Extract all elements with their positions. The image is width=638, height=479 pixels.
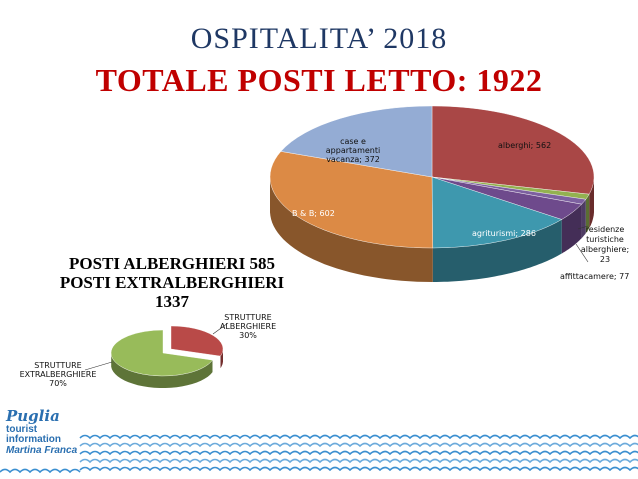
- hotel-beds-summary: POSTI ALBERGHIERI 585: [69, 254, 275, 273]
- slice-label-affittacamere: affittacamere; 77: [560, 272, 629, 281]
- logo-line-information: information: [6, 434, 61, 445]
- pie2-slice-slice-1: [110, 329, 213, 377]
- slice-label-agriturismi: agriturismi; 286: [472, 229, 536, 238]
- pie1-side-slice-0: [589, 178, 594, 229]
- wave-decoration: [0, 434, 638, 474]
- non-hotel-beds-value: 1337: [155, 292, 189, 311]
- pie1-side-slice-4: [432, 219, 562, 282]
- logo-line-tourist: tourist: [6, 424, 38, 435]
- wave-line: [79, 466, 638, 472]
- pie1-slice-slice-0: [431, 105, 595, 195]
- non-hotel-beds-label: POSTI EXTRALBERGHIERI: [59, 273, 285, 292]
- pie1-side-slice-1: [585, 194, 590, 234]
- wave-line: [79, 450, 638, 456]
- wave-line: [79, 458, 638, 464]
- puglia-logo-text: Puglia: [6, 407, 60, 425]
- leader-line-extralberghiere: [84, 361, 113, 371]
- pie1-slice-slice-5: [269, 151, 434, 249]
- wave-line: [0, 468, 81, 474]
- logo-line-town: Martina Franca: [6, 445, 78, 456]
- wave-line: [79, 442, 638, 448]
- leader-line-residenze: [577, 225, 589, 230]
- structures-pie-chart: [110, 325, 224, 388]
- slice-label-alberghi: alberghi; 562: [498, 141, 551, 150]
- page-title: OSPITALITA’ 2018: [190, 22, 448, 55]
- slice-label-alberghiere: STRUTTURE ALBERGHIERE 30%: [220, 313, 276, 340]
- slice-label-case: case e appartamenti vacanza; 372: [326, 137, 380, 164]
- pie1-side-slice-2: [581, 199, 586, 239]
- leader-line-alberghiere: [212, 322, 229, 335]
- total-beds-subtitle: TOTALE POSTI LETTO: 1922: [95, 62, 543, 98]
- slice-label-bb: B & B; 602: [292, 209, 335, 218]
- pie2-side-slice-0: [220, 349, 223, 369]
- slice-label-residenze: residenze turistiche alberghiere; 23: [581, 225, 629, 264]
- puglia-tourist-logo: Puglia tourist information Martina Franc…: [6, 407, 77, 456]
- accommodation-pie-chart: [269, 105, 595, 282]
- pie1-slice-slice-6: [280, 105, 433, 178]
- leader-line-affittacamere: [575, 243, 589, 263]
- pie2-slice-slice-0: [170, 325, 224, 357]
- structures-pie-labels: STRUTTURE ALBERGHIERE 30% STRUTTURE EXTRALB…: [20, 313, 277, 388]
- slice-label-extralberghiere: STRUTTURE EXTRALBERGHIERE 70%: [20, 361, 97, 388]
- pie1-side-slice-5: [270, 178, 433, 282]
- pie2-side-slice-1: [111, 354, 213, 388]
- wave-line: [79, 434, 638, 440]
- pie1-slice-slice-4: [431, 176, 563, 249]
- accommodation-pie-labels: alberghi; 562 residenze turistiche albergh…: [292, 137, 629, 281]
